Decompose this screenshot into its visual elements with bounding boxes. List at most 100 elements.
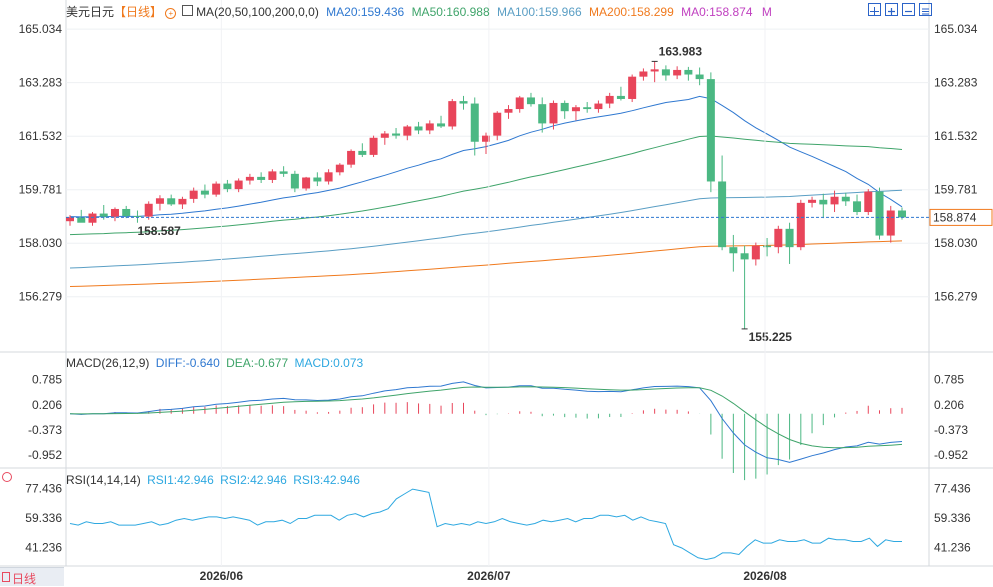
zoom-in-icon[interactable] bbox=[885, 3, 898, 16]
candle-body bbox=[392, 133, 401, 136]
candle-body bbox=[808, 199, 817, 203]
candle-body bbox=[302, 177, 311, 189]
candle-body bbox=[493, 112, 502, 136]
candle-body bbox=[144, 203, 153, 217]
rsi2-value: RSI2:42.946 bbox=[220, 473, 287, 487]
candle-body bbox=[661, 69, 670, 76]
macd-tick-label-left: -0.952 bbox=[28, 448, 62, 462]
candle-body bbox=[223, 183, 232, 190]
candle-body bbox=[459, 101, 468, 104]
date-tick-label: 2026/08 bbox=[743, 569, 787, 583]
candle-body bbox=[718, 181, 727, 248]
period-button-icon bbox=[2, 572, 10, 582]
candle-body bbox=[583, 107, 592, 110]
settings-icon[interactable]: + bbox=[165, 8, 177, 19]
candle-body bbox=[358, 150, 367, 155]
ma100-value: MA100:159.966 bbox=[496, 5, 582, 19]
candle-body bbox=[110, 208, 119, 217]
low-price-label: 155.225 bbox=[749, 330, 793, 344]
ma200-line bbox=[69, 240, 903, 287]
macd-tick-label-right: 0.785 bbox=[934, 373, 964, 387]
price-tick-label-left: 161.532 bbox=[19, 129, 63, 143]
candle-body bbox=[234, 180, 243, 190]
candle-body bbox=[425, 123, 434, 131]
rsi1-value: RSI1:42.946 bbox=[147, 473, 214, 487]
candle-body bbox=[616, 95, 625, 99]
candle-body bbox=[830, 196, 839, 205]
symbol-name: 美元日元 bbox=[66, 5, 115, 19]
macd-tick-label-right: -0.373 bbox=[934, 423, 968, 437]
high-price-label: 163.983 bbox=[659, 44, 703, 58]
candle-body bbox=[482, 135, 490, 142]
macd-tick-label-right: 0.206 bbox=[934, 398, 964, 412]
candle-body bbox=[628, 76, 637, 99]
crosshair-icon[interactable] bbox=[868, 3, 881, 16]
candle-body bbox=[751, 245, 760, 260]
date-tick-label: 2026/07 bbox=[467, 569, 511, 583]
candle-body bbox=[403, 126, 412, 136]
candle-body bbox=[650, 69, 659, 72]
candle-body bbox=[898, 210, 906, 218]
candle-body bbox=[122, 208, 131, 216]
candle-body bbox=[380, 133, 389, 138]
rsi-label: RSI(14,14,14) bbox=[66, 473, 141, 487]
macd-tick-label-left: 0.206 bbox=[32, 398, 62, 412]
indicator-icon[interactable] bbox=[181, 5, 193, 16]
candle-body bbox=[695, 74, 704, 80]
period-button-label: 日线 bbox=[12, 572, 37, 586]
rsi-line bbox=[69, 488, 902, 561]
zoom-out-icon[interactable] bbox=[902, 3, 915, 16]
candle-body bbox=[369, 137, 378, 155]
candle-body bbox=[212, 183, 221, 195]
price-tick-label-right: 156.279 bbox=[934, 290, 978, 304]
macd-tick-label-left: 0.785 bbox=[32, 373, 62, 387]
price-tick-label-left: 163.283 bbox=[19, 76, 63, 90]
candle-body bbox=[414, 126, 423, 131]
last-price-box bbox=[929, 208, 993, 226]
price-tick-label-left: 156.279 bbox=[19, 290, 63, 304]
candle-body bbox=[785, 228, 794, 248]
period-label[interactable]: 【日线】 bbox=[114, 5, 163, 19]
macd-dea-line bbox=[69, 386, 903, 449]
candle-body bbox=[538, 104, 547, 124]
candle-body bbox=[155, 198, 164, 204]
candle-body bbox=[347, 150, 356, 165]
ma20-value: MA20:159.436 bbox=[326, 5, 405, 19]
macd-diff-line bbox=[69, 381, 903, 463]
period-button[interactable]: 日线 bbox=[0, 567, 64, 586]
candle-body bbox=[178, 198, 187, 205]
candle-body bbox=[706, 79, 715, 182]
candle-body bbox=[853, 201, 862, 213]
candle-body bbox=[99, 213, 108, 217]
candle-body bbox=[268, 171, 277, 180]
ma100-line bbox=[69, 189, 903, 269]
macd-dea: DEA:-0.677 bbox=[226, 356, 289, 370]
menu-icon[interactable] bbox=[919, 3, 932, 16]
candle-body bbox=[841, 196, 850, 202]
candle-body bbox=[324, 172, 333, 182]
macd-label: MACD(26,12,9) bbox=[66, 356, 150, 370]
candle-body bbox=[796, 202, 805, 248]
candle-body bbox=[290, 173, 299, 189]
candle-body bbox=[279, 171, 288, 174]
candle-body bbox=[470, 103, 479, 142]
main-header: 美元日元【日线】 + MA(20,50,100,200,0,0) MA20:15… bbox=[66, 3, 772, 20]
candle-body bbox=[819, 199, 828, 205]
ma0-value: MA0:158.874 bbox=[681, 5, 753, 19]
rsi-settings-icon[interactable] bbox=[2, 472, 12, 482]
candle-body bbox=[594, 103, 603, 110]
macd-diff: DIFF:-0.640 bbox=[155, 356, 220, 370]
rsi3-value: RSI3:42.946 bbox=[293, 473, 360, 487]
ma50-value: MA50:160.988 bbox=[411, 5, 490, 19]
rsi-tick-label-left: 59.336 bbox=[25, 511, 62, 525]
price-tick-label-right: 165.034 bbox=[934, 22, 978, 36]
date-tick-label: 2026/06 bbox=[200, 569, 244, 583]
candle-body bbox=[335, 164, 344, 173]
ma200-value: MA200:158.299 bbox=[589, 5, 674, 19]
candle-body bbox=[886, 210, 895, 236]
price-tick-label-right: 161.532 bbox=[934, 129, 978, 143]
candle-body bbox=[66, 217, 74, 222]
price-tick-label-right: 163.283 bbox=[934, 76, 978, 90]
m-value: M bbox=[761, 5, 772, 19]
